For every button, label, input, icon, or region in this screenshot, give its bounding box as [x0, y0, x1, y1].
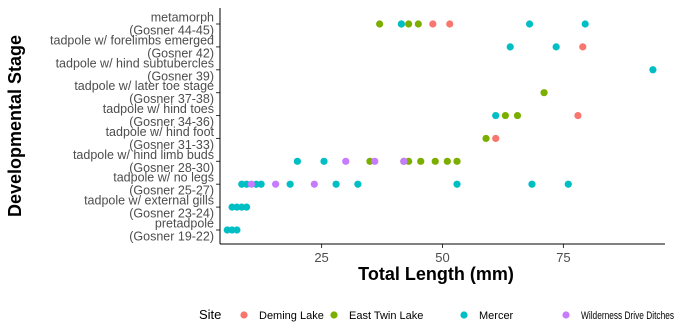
y-tick-label: tadpole w/ forelimbs emerged (Gosner 42)	[50, 33, 214, 60]
legend-title: Site	[199, 307, 221, 322]
legend: Site Deming Lake East Twin Lake Mercer Wild…	[199, 307, 674, 322]
legend-label: Deming Lake	[259, 310, 324, 322]
data-point	[513, 111, 522, 120]
legend-key	[562, 311, 570, 319]
series-mercer	[223, 20, 657, 234]
data-point	[233, 226, 241, 234]
y-tick-label: tadpole w/ later toe stage (Gosner 37-38)	[74, 79, 214, 106]
data-point	[257, 180, 265, 188]
data-point	[243, 203, 251, 211]
data-point	[492, 134, 500, 143]
data-point	[320, 157, 328, 165]
y-tick-label: tadpole w/ no legs (Gosner 25-27)	[113, 171, 214, 198]
data-points	[223, 20, 657, 234]
data-point	[482, 134, 490, 143]
data-point	[342, 157, 350, 165]
data-point	[564, 180, 572, 188]
y-tick-label: pretadpole (Gosner 19-22)	[129, 217, 214, 244]
data-point	[506, 43, 514, 51]
data-point	[649, 66, 657, 74]
data-point	[501, 111, 509, 120]
data-point	[247, 180, 256, 188]
data-point	[528, 180, 536, 188]
legend-key	[460, 311, 468, 319]
y-tick-label: metamorph (Gosner 44-45)	[129, 11, 214, 38]
data-point	[443, 157, 451, 165]
y-tick-label: tadpole w/ external gills (Gosner 23-24)	[84, 194, 214, 221]
legend-key	[330, 311, 338, 319]
data-point	[552, 43, 560, 51]
data-point	[376, 20, 384, 28]
series-deming-lake	[429, 20, 587, 143]
x-axis-title: Total Length (mm)	[358, 264, 514, 284]
data-point	[293, 157, 301, 165]
legend-label: Wilderness Drive Ditches	[581, 310, 674, 322]
y-axis-title: Developmental Stage	[5, 35, 25, 217]
data-point	[405, 20, 413, 28]
data-point	[354, 180, 362, 188]
data-point	[446, 20, 454, 28]
data-point	[310, 180, 318, 188]
data-point	[431, 157, 439, 165]
series-wilderness-drive-ditches	[247, 157, 408, 188]
data-point	[417, 157, 425, 165]
data-point	[453, 157, 461, 165]
data-point	[414, 20, 422, 28]
y-tick-label: tadpole w/ hind toes (Gosner 34-36)	[103, 102, 214, 129]
data-point	[272, 180, 280, 188]
data-point	[579, 43, 587, 51]
data-point	[429, 20, 437, 28]
data-point	[400, 157, 408, 165]
data-point	[581, 20, 589, 28]
x-axis-tick-labels: 25 50 75	[314, 250, 570, 265]
y-tick-label: tadpole w/ hind subtubercles (Gosner 39)	[56, 56, 214, 83]
x-axis-ticks	[321, 244, 564, 248]
legend-label: East Twin Lake	[349, 310, 423, 322]
data-point	[286, 180, 294, 188]
data-point	[492, 111, 500, 120]
data-point	[397, 20, 405, 28]
data-point	[540, 89, 548, 97]
data-point	[574, 111, 582, 120]
y-axis-ticks	[216, 23, 220, 231]
y-tick-label: tadpole w/ hind limb buds (Gosner 28-30)	[73, 148, 214, 175]
y-tick-label: tadpole w/ hind foot (Gosner 31-33)	[106, 125, 215, 152]
data-point	[332, 180, 340, 188]
x-tick-label: 50	[435, 250, 449, 265]
legend-key	[240, 311, 248, 319]
y-axis-tick-labels: pretadpole (Gosner 19-22)tadpole w/ exter…	[50, 11, 215, 244]
legend-label: Mercer	[479, 310, 514, 322]
x-tick-label: 25	[314, 250, 328, 265]
data-point	[453, 180, 461, 188]
data-point	[371, 157, 379, 165]
data-point	[525, 20, 534, 28]
x-tick-label: 75	[556, 250, 570, 265]
